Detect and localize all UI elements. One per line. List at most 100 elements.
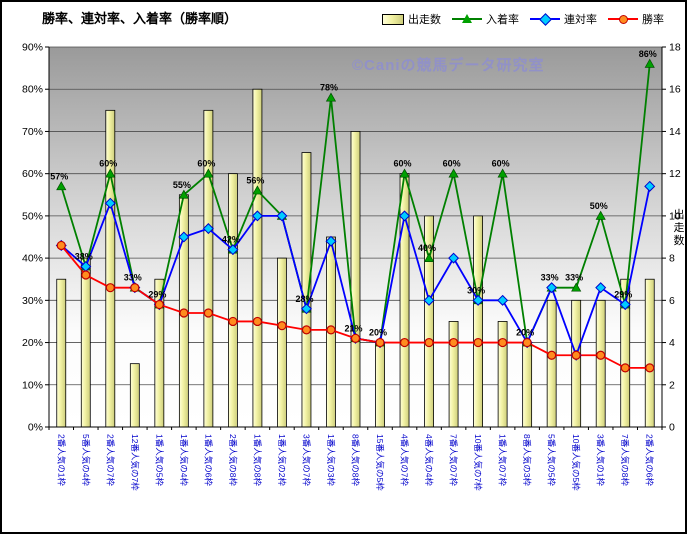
circle-marker bbox=[81, 270, 91, 280]
legend-item-win-rate: 勝率 bbox=[608, 11, 664, 27]
data-label: 30% bbox=[467, 285, 485, 295]
diamond-marker bbox=[546, 282, 558, 294]
diamond-marker bbox=[423, 294, 435, 306]
triangle-marker bbox=[325, 92, 337, 102]
red-circle-line-icon bbox=[608, 13, 638, 25]
right-axis-title: 走 bbox=[674, 221, 685, 234]
legend-label-placing-rate: 入着率 bbox=[486, 14, 519, 26]
bar-starts bbox=[522, 342, 533, 428]
circle-marker bbox=[326, 325, 336, 335]
circle-marker bbox=[350, 333, 361, 343]
right-axis-title: 数 bbox=[674, 234, 685, 247]
circle-marker bbox=[620, 363, 630, 373]
bar-starts bbox=[252, 88, 263, 428]
category-label: 10番人気の5枠 bbox=[571, 434, 581, 491]
legend-label-win-rate: 勝率 bbox=[642, 14, 664, 26]
chart-legend: 出走数 入着率 連対率 勝率 bbox=[382, 11, 664, 27]
triangle-marker bbox=[56, 181, 67, 191]
data-label: 40% bbox=[418, 243, 436, 253]
right-axis-label: 0 bbox=[669, 422, 675, 434]
diamond-marker bbox=[595, 282, 607, 294]
bar-starts bbox=[129, 363, 140, 428]
category-label: 7番人気の7枠 bbox=[449, 434, 459, 486]
data-label: 60% bbox=[394, 159, 412, 169]
circle-marker bbox=[645, 363, 655, 373]
bar-starts bbox=[56, 278, 67, 428]
data-label: 20% bbox=[516, 328, 534, 338]
bar-starts bbox=[595, 299, 606, 428]
blue-diamond-line-icon bbox=[530, 13, 560, 26]
data-label: 28% bbox=[295, 294, 313, 304]
right-axis-label: 2 bbox=[669, 379, 675, 391]
data-label: 20% bbox=[369, 328, 387, 338]
diamond-marker bbox=[227, 244, 239, 256]
bar-swatch-icon bbox=[382, 13, 404, 25]
category-label: 2番人気の6枠 bbox=[645, 434, 655, 486]
legend-label-exacta-rate: 連対率 bbox=[564, 14, 597, 26]
circle-marker bbox=[203, 308, 213, 318]
data-label: 33% bbox=[124, 273, 142, 283]
left-axis-label: 10% bbox=[22, 379, 43, 391]
bar-starts bbox=[350, 131, 361, 428]
category-label: 15番人気の5枠 bbox=[375, 434, 385, 491]
triangle-marker bbox=[252, 185, 263, 195]
category-label: 12番人気の7枠 bbox=[130, 434, 140, 491]
circle-marker bbox=[522, 337, 532, 348]
category-label: 8番人気の3枠 bbox=[522, 434, 532, 486]
left-axis-label: 50% bbox=[22, 210, 43, 222]
category-label: 4番人気の4枠 bbox=[424, 434, 434, 486]
data-label: 57% bbox=[50, 171, 68, 181]
left-axis-label: 70% bbox=[22, 126, 43, 138]
triangle-marker bbox=[105, 168, 116, 178]
bar-starts bbox=[546, 299, 557, 428]
left-axis-label: 0% bbox=[28, 422, 43, 434]
category-label: 7番人気の8枠 bbox=[620, 434, 630, 486]
data-label: 60% bbox=[197, 159, 215, 169]
left-axis-label: 80% bbox=[22, 84, 43, 96]
bar-starts bbox=[448, 321, 459, 428]
diamond-marker bbox=[325, 235, 337, 247]
circle-marker bbox=[277, 321, 287, 331]
circle-marker bbox=[547, 350, 557, 360]
category-label: 2番人気の7枠 bbox=[105, 434, 115, 486]
data-label: 60% bbox=[443, 159, 461, 169]
triangle-marker bbox=[595, 210, 606, 220]
diamond-marker bbox=[619, 299, 631, 311]
diamond-marker bbox=[202, 223, 214, 235]
circle-marker bbox=[473, 337, 483, 348]
right-axis-label: 6 bbox=[669, 295, 675, 307]
triangle-marker bbox=[423, 252, 435, 262]
right-axis-label: 14 bbox=[669, 126, 681, 138]
category-label: 5番人気の5枠 bbox=[547, 434, 557, 486]
category-label: 1番人気の3枠 bbox=[326, 434, 336, 486]
category-label: 8番人気の8枠 bbox=[351, 434, 361, 486]
bar-starts bbox=[80, 257, 91, 428]
left-axis-label: 30% bbox=[22, 295, 43, 307]
legend-label-starts: 出走数 bbox=[408, 14, 441, 26]
circle-marker bbox=[375, 337, 385, 348]
chart-title: 勝率、連対率、入着率（勝率順） bbox=[42, 11, 238, 26]
category-label: 1番人気の5枠 bbox=[154, 434, 164, 486]
left-axis-label: 90% bbox=[22, 42, 43, 54]
diamond-marker bbox=[472, 294, 484, 306]
data-label: 33% bbox=[541, 273, 559, 283]
bar-starts bbox=[571, 299, 582, 428]
right-axis-label: 4 bbox=[669, 337, 675, 349]
bar-starts bbox=[473, 215, 484, 428]
watermark: ©Caniの競馬データ研究室 bbox=[352, 57, 545, 74]
data-label: 38% bbox=[75, 252, 93, 262]
circle-marker bbox=[424, 337, 434, 348]
category-label: 1番人気の4枠 bbox=[179, 434, 189, 486]
diamond-marker bbox=[104, 197, 116, 209]
category-label: 1番人気の8枠 bbox=[252, 434, 262, 486]
diamond-marker bbox=[497, 294, 509, 306]
right-axis-label: 10 bbox=[669, 210, 681, 222]
bar-starts bbox=[375, 342, 385, 428]
circle-marker bbox=[498, 337, 508, 348]
category-label: 3番人気の1枠 bbox=[596, 434, 606, 486]
diamond-marker bbox=[178, 231, 190, 243]
category-label: 2番人気の8枠 bbox=[228, 434, 238, 486]
data-label: 55% bbox=[173, 180, 191, 190]
circle-marker bbox=[105, 283, 115, 293]
legend-item-starts: 出走数 bbox=[382, 11, 441, 27]
